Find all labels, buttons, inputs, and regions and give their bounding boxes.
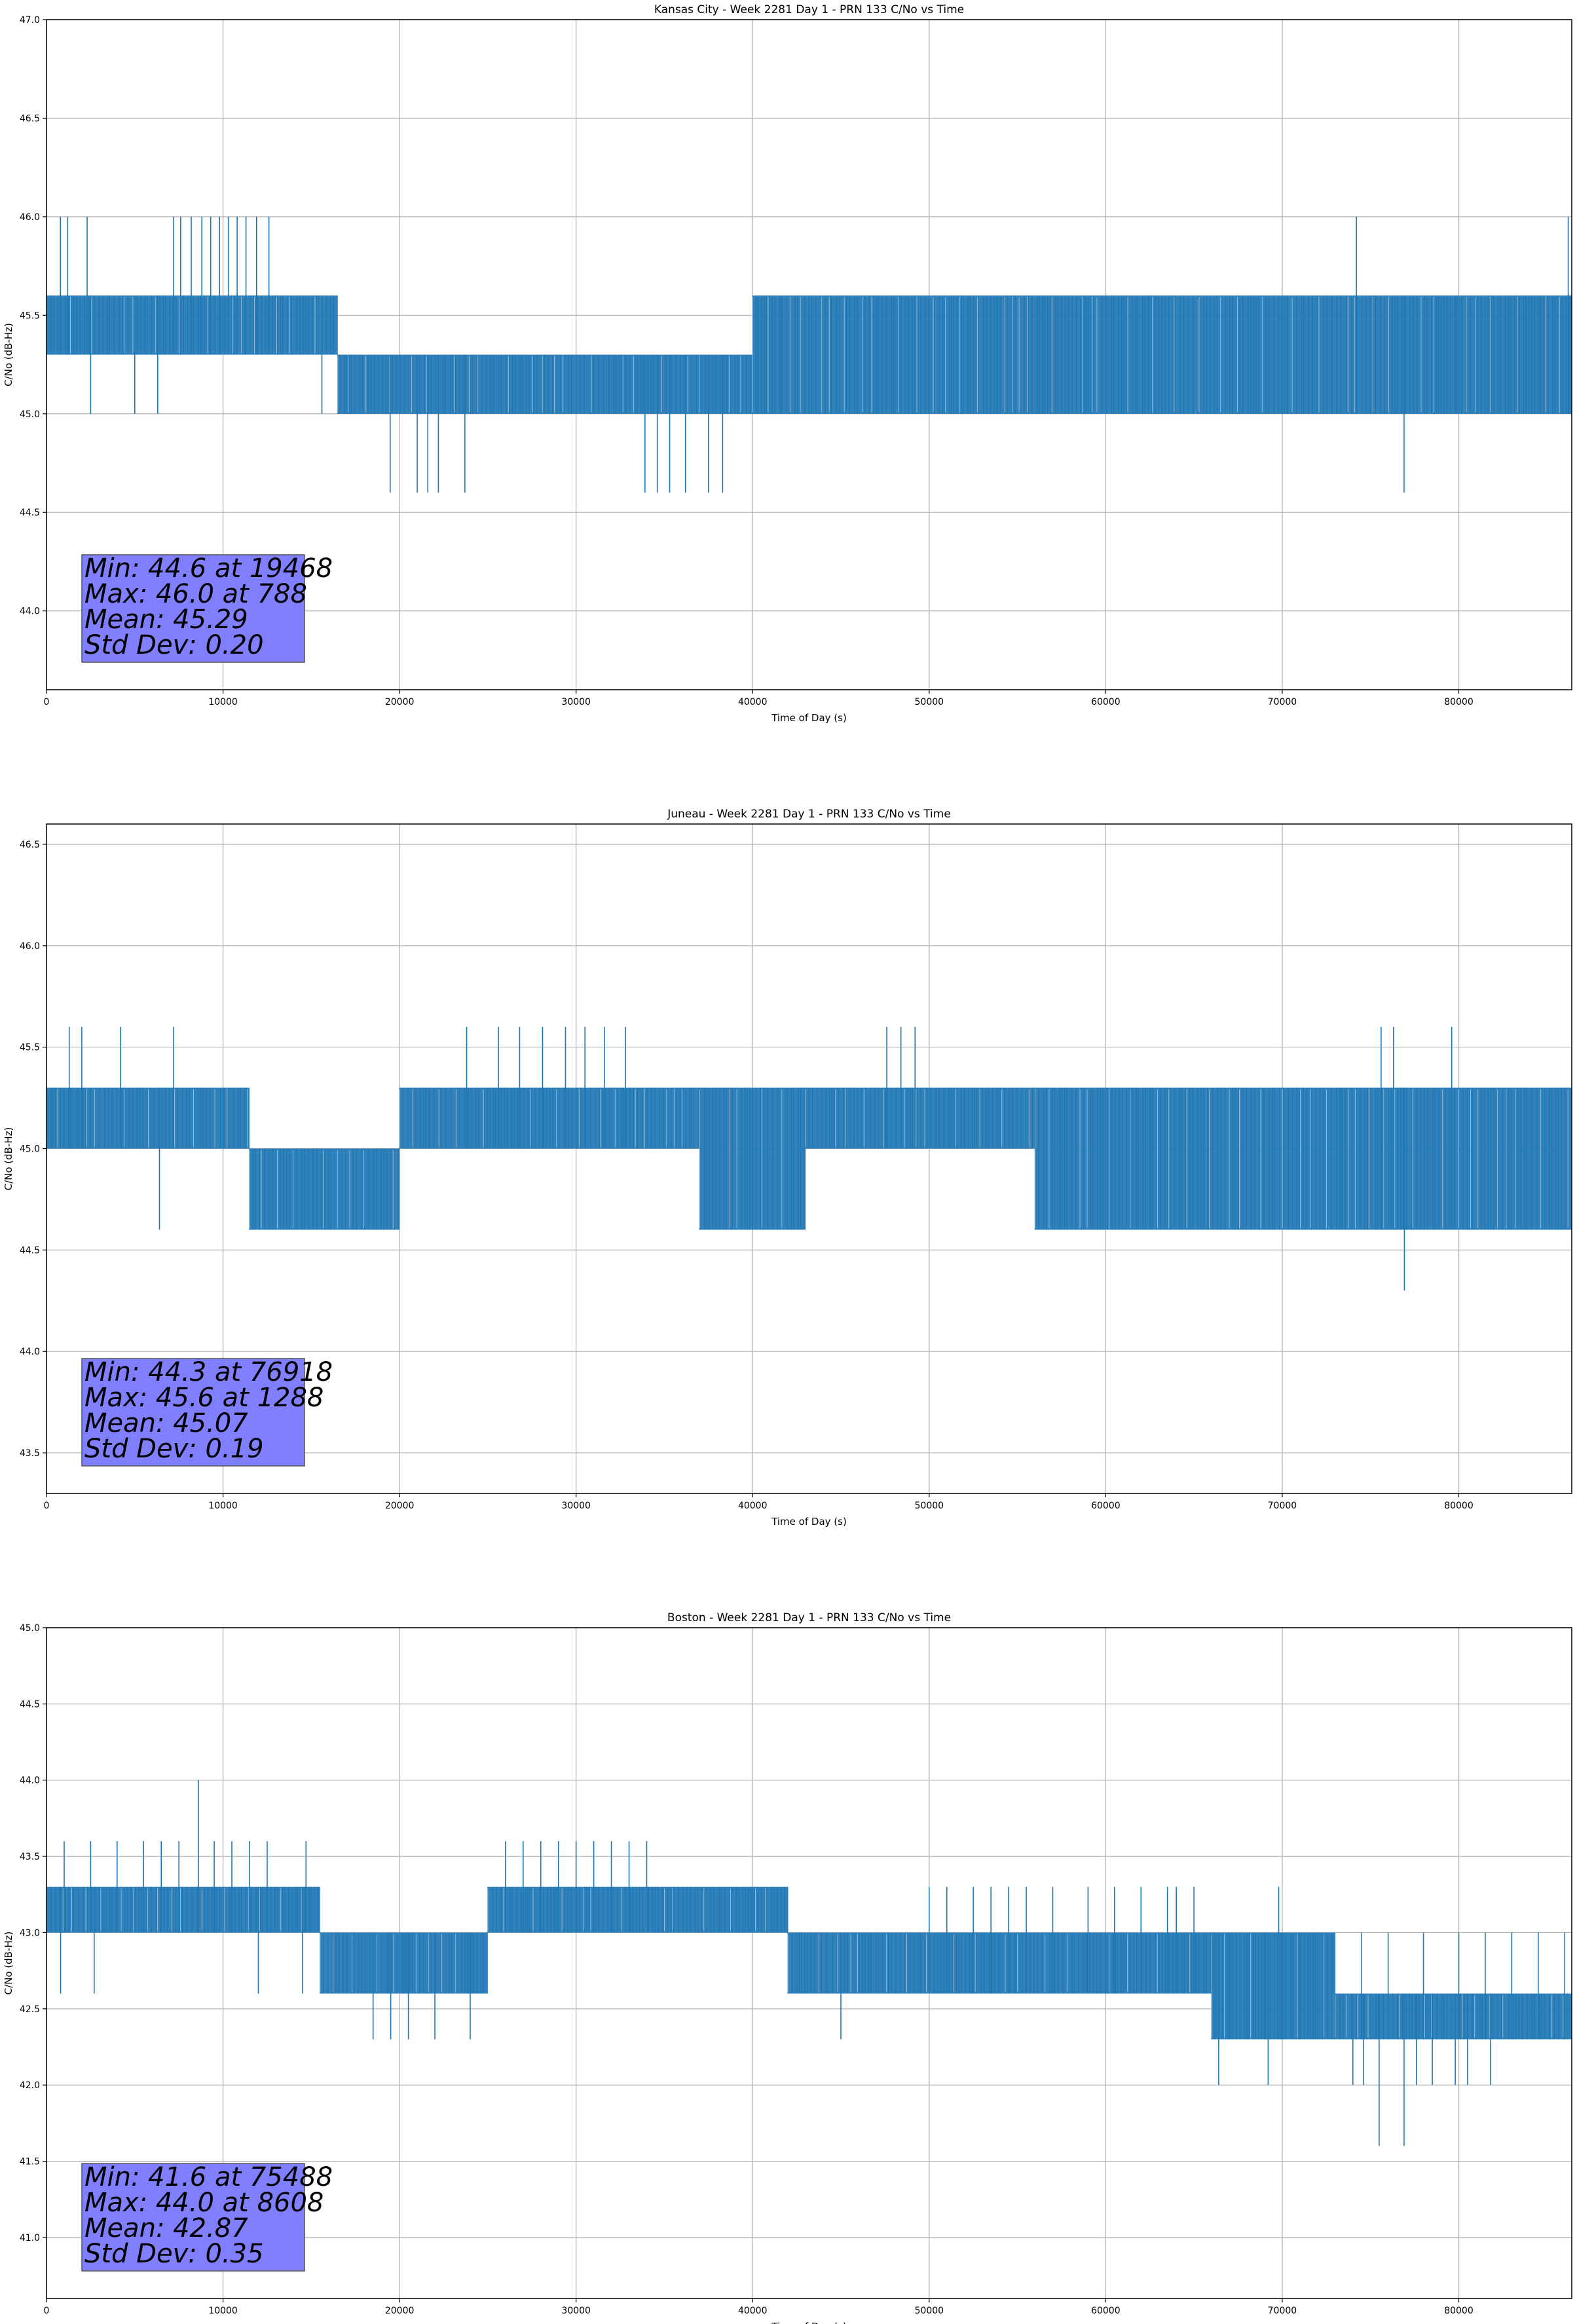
x-tick-label: 60000 <box>1091 697 1121 707</box>
x-tick-label: 50000 <box>915 1501 944 1511</box>
data-band <box>664 1886 788 1933</box>
stats-line: Std Dev: 0.35 <box>84 2239 264 2269</box>
y-tick-label: 45.0 <box>20 1144 40 1155</box>
y-tick-label: 46.5 <box>20 113 40 124</box>
x-tick-label: 30000 <box>561 2306 591 2316</box>
stats-line: Std Dev: 0.20 <box>84 630 264 660</box>
y-tick-label: 46.0 <box>20 941 40 952</box>
y-tick-label: 47.0 <box>20 15 40 26</box>
axes-frame <box>46 823 1572 1494</box>
y-tick-label: 43.5 <box>20 1448 40 1459</box>
y-axis-label: C/No (dB-Hz) <box>3 1127 14 1191</box>
x-tick-label: 0 <box>44 1501 50 1511</box>
data-series <box>46 216 1572 493</box>
x-tick-label: 60000 <box>1091 2306 1121 2316</box>
y-axis-label: C/No (dB-Hz) <box>3 1932 14 1995</box>
data-band <box>1096 295 1572 414</box>
x-tick-label: 30000 <box>561 697 591 707</box>
y-tick-label: 46.5 <box>20 840 40 850</box>
stats-line: Max: 46.0 at 788 <box>84 579 307 609</box>
x-tick-label: 70000 <box>1268 1501 1297 1511</box>
y-tick-label: 45.5 <box>20 1043 40 1053</box>
y-tick-label: 43.5 <box>20 1852 40 1862</box>
stats-line: Mean: 42.87 <box>84 2213 248 2243</box>
x-tick-label: 0 <box>44 2306 50 2316</box>
y-tick-label: 41.5 <box>20 2157 40 2167</box>
chart-panel-1: 0 10000 20000 30000 40000 50000 60000 70000 8000… <box>3 3 1572 724</box>
y-tick-label: 43.0 <box>20 1928 40 1938</box>
y-tick-label: 41.0 <box>20 2233 40 2243</box>
data-series <box>46 1780 1572 2146</box>
x-tick-label: 80000 <box>1444 2306 1474 2316</box>
data-band <box>788 1932 1018 1994</box>
x-tick-label: 80000 <box>1444 697 1474 707</box>
stats-box <box>81 554 305 663</box>
x-tick-label: 30000 <box>561 1501 591 1511</box>
x-tick-label: 20000 <box>385 697 415 707</box>
data-band <box>337 354 753 414</box>
y-tick-label: 45.0 <box>20 409 40 420</box>
x-axis-label: Time of Day (s) <box>771 2321 847 2324</box>
y-axis-label: C/No (dB-Hz) <box>3 323 14 386</box>
y-tick-label: 44.5 <box>20 1699 40 1710</box>
x-tick-label: 20000 <box>385 2306 415 2316</box>
chart-title: Kansas City - Week 2281 Day 1 - PRN 133 … <box>654 3 964 16</box>
stats-line: Min: 44.6 at 19468 <box>84 553 333 584</box>
x-tick-label: 10000 <box>208 697 238 707</box>
data-series <box>46 1026 1572 1291</box>
stats-line: Mean: 45.07 <box>84 1408 248 1438</box>
y-tick-label: 45.0 <box>20 1623 40 1634</box>
y-tick-label: 44.5 <box>20 508 40 518</box>
chart-panel-3: 0 10000 20000 30000 40000 50000 60000 70000 8000… <box>3 1611 1572 2324</box>
x-tick-label: 70000 <box>1268 2306 1297 2316</box>
stats-line: Min: 41.6 at 75488 <box>84 2162 333 2192</box>
stats-box <box>81 1358 305 1467</box>
x-tick-label: 60000 <box>1091 1501 1121 1511</box>
y-tick-label: 44.5 <box>20 1245 40 1256</box>
x-tick-label: 40000 <box>738 2306 768 2316</box>
chart-panel-2: 0 10000 20000 30000 40000 50000 60000 70000 8000… <box>3 808 1572 1527</box>
axes-frame <box>46 19 1572 690</box>
x-tick-label: 10000 <box>208 2306 238 2316</box>
stats-line: Min: 44.3 at 76918 <box>84 1357 333 1387</box>
y-tick-label: 45.5 <box>20 310 40 321</box>
y-tick-label: 44.0 <box>20 1347 40 1357</box>
x-tick-label: 50000 <box>915 697 944 707</box>
x-tick-label: 50000 <box>915 2306 944 2316</box>
x-tick-label: 0 <box>44 697 50 707</box>
stats-box <box>81 2163 305 2272</box>
x-tick-label: 40000 <box>738 1501 768 1511</box>
y-tick-label: 44.0 <box>20 607 40 617</box>
y-tick-label: 42.5 <box>20 2004 40 2015</box>
x-axis-label: Time of Day (s) <box>771 712 847 724</box>
x-tick-label: 40000 <box>738 697 768 707</box>
chart-title: Boston - Week 2281 Day 1 - PRN 133 C/No … <box>667 1611 951 1624</box>
x-tick-label: 20000 <box>385 1501 415 1511</box>
axes-frame <box>46 1627 1572 2299</box>
y-tick-label: 42.0 <box>20 2080 40 2091</box>
x-tick-label: 70000 <box>1268 697 1297 707</box>
x-tick-label: 80000 <box>1444 1501 1474 1511</box>
data-band <box>806 1087 1035 1149</box>
y-tick-label: 46.0 <box>20 212 40 223</box>
stats-line: Max: 44.0 at 8608 <box>84 2188 324 2218</box>
x-tick-label: 10000 <box>208 1501 238 1511</box>
y-tick-label: 44.0 <box>20 1776 40 1786</box>
stats-line: Mean: 45.29 <box>84 605 248 635</box>
stats-line: Max: 45.6 at 1288 <box>84 1383 324 1413</box>
x-axis-label: Time of Day (s) <box>771 1516 847 1527</box>
chart-title: Juneau - Week 2281 Day 1 - PRN 133 C/No … <box>667 808 951 821</box>
stats-line: Std Dev: 0.19 <box>84 1434 264 1464</box>
